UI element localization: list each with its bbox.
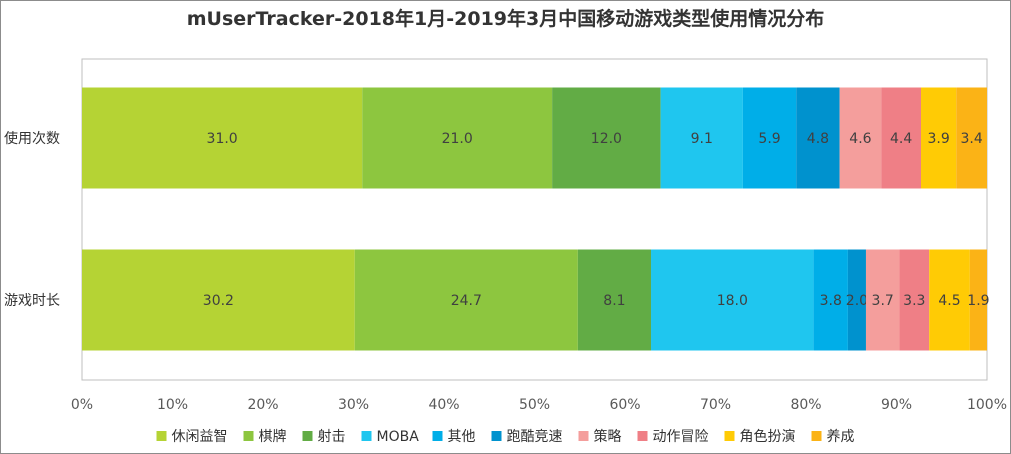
legend-label: 策略 (594, 428, 622, 445)
data-label: 4.6 (849, 131, 871, 147)
legend-swatch (724, 431, 735, 441)
bar-segment (813, 249, 848, 351)
legend-label: 角色扮演 (740, 428, 796, 445)
legend-swatch (637, 431, 648, 441)
legend-label: 休闲益智 (172, 429, 228, 445)
legend-label: 动作冒险 (653, 429, 709, 445)
legend-swatch (302, 431, 313, 441)
bar-segment (651, 249, 814, 351)
plot-area (81, 58, 988, 381)
data-label: 30.2 (203, 293, 234, 309)
bar-segment (921, 87, 957, 189)
legend-swatch (156, 431, 167, 441)
data-label: 4.5 (938, 293, 960, 309)
bar-segment (969, 249, 987, 351)
category-label: 使用次数 (4, 130, 60, 147)
bar-segment (742, 87, 797, 189)
bar-segment (847, 249, 866, 351)
bar-segment (865, 249, 900, 351)
bar-segment (899, 249, 930, 351)
x-tick-label: 30% (338, 397, 369, 413)
bar-segment (929, 249, 970, 351)
data-label: 3.4 (960, 131, 982, 147)
data-label: 3.3 (903, 293, 925, 309)
x-tick-label: 60% (609, 397, 640, 413)
legend-swatch (361, 431, 372, 441)
legend-swatch (811, 431, 822, 441)
legend-swatch (432, 431, 443, 441)
data-label: 31.0 (207, 131, 238, 147)
bar-segment (82, 87, 363, 189)
x-tick-label: 90% (881, 397, 912, 413)
data-label: 1.9 (967, 293, 989, 309)
legend-swatch (578, 431, 589, 441)
bar-segment (660, 87, 743, 189)
bar-segment (796, 87, 840, 189)
data-label: 18.0 (717, 293, 748, 309)
bar-segment (881, 87, 921, 189)
bar-segment (577, 249, 652, 351)
data-label: 12.0 (591, 131, 622, 147)
data-label: 2.0 (846, 293, 868, 309)
bar-segment (362, 87, 553, 189)
x-tick-label: 80% (790, 397, 821, 413)
chart-title: mUserTracker-2018年1月-2019年3月中国移动游戏类型使用情况… (186, 8, 825, 30)
bar-segment (956, 87, 987, 189)
data-label: 3.9 (927, 131, 949, 147)
data-label: 24.7 (451, 293, 482, 309)
bar-segment (839, 87, 882, 189)
data-label: 3.7 (872, 293, 894, 309)
legend-label: 其他 (448, 429, 476, 445)
x-tick-label: 20% (247, 397, 278, 413)
legend-label: MOBA (377, 429, 420, 445)
bar-segment (552, 87, 661, 189)
data-label: 4.4 (890, 131, 912, 147)
bar-segment (354, 249, 578, 351)
x-tick-label: 100% (967, 397, 1007, 413)
legend-swatch (491, 431, 502, 441)
data-label: 9.1 (691, 131, 713, 147)
x-tick-label: 40% (428, 397, 459, 413)
category-label: 游戏时长 (4, 293, 60, 309)
x-tick-label: 70% (700, 397, 731, 413)
bar-segment (82, 249, 355, 351)
data-label: 8.1 (603, 293, 625, 309)
legend-label: 养成 (827, 429, 855, 445)
x-tick-label: 0% (71, 397, 93, 413)
data-label: 21.0 (442, 131, 473, 147)
legend-label: 射击 (318, 429, 346, 445)
data-label: 4.8 (807, 131, 829, 147)
legend-label: 跑酷竞速 (507, 428, 563, 445)
legend-label: 棋牌 (259, 428, 287, 445)
x-tick-label: 50% (519, 397, 550, 413)
legend-swatch (243, 431, 254, 441)
x-tick-label: 10% (157, 397, 188, 413)
data-label: 5.9 (758, 131, 780, 147)
data-label: 3.8 (820, 293, 842, 309)
